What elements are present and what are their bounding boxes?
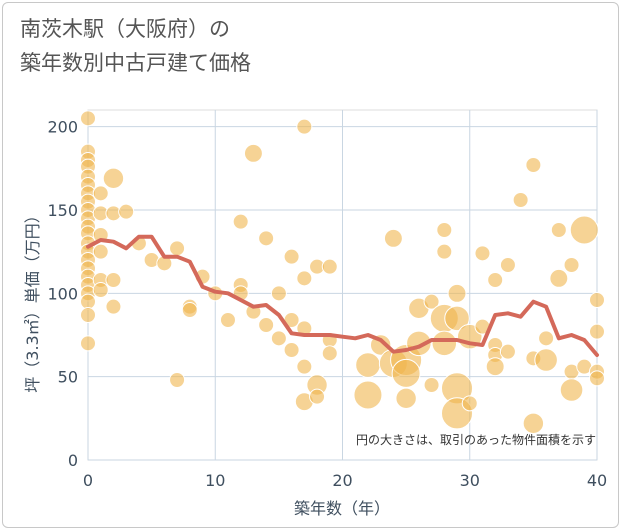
bubble-point — [522, 412, 545, 435]
bubble-point — [423, 377, 440, 393]
bubble-point — [512, 192, 529, 208]
bubble-point — [447, 283, 467, 303]
bubble-point — [499, 257, 516, 273]
bubble-point — [487, 272, 504, 288]
bubble-point — [549, 268, 569, 288]
bubble-point — [105, 272, 122, 288]
bubble-point — [589, 292, 605, 308]
y-tick-label: 50 — [58, 368, 78, 387]
bubble-point — [383, 228, 403, 248]
bubble-point — [355, 352, 381, 378]
bubble-point — [559, 378, 584, 402]
bubble-series — [80, 110, 605, 435]
y-tick-label: 150 — [47, 201, 78, 220]
bubble-point — [538, 330, 555, 347]
bubble-point — [80, 307, 96, 323]
grid-lines — [87, 110, 598, 461]
bubble-point — [589, 323, 605, 340]
bubble-point — [395, 387, 417, 410]
bubble-point — [436, 243, 453, 260]
bubble-point — [353, 380, 383, 410]
bubble-point — [321, 345, 338, 362]
y-tick-labels: 0 50 100 150 200 — [47, 118, 78, 470]
bubble-point — [423, 293, 440, 310]
chart-title: 南茨木駅（大阪府）の 築年数別中古戸建て価格 — [20, 12, 580, 80]
bubble-point — [461, 395, 478, 412]
bubble-point — [92, 282, 109, 298]
bubble-point — [569, 215, 599, 245]
bubble-point — [534, 348, 558, 372]
x-tick-label: 10 — [205, 471, 225, 490]
x-tick-label: 20 — [332, 471, 352, 490]
bubble-point — [563, 257, 580, 273]
chart-title-line2: 築年数別中古戸建て価格 — [20, 51, 251, 75]
bubble-point — [525, 157, 542, 173]
y-tick-label: 200 — [47, 118, 78, 137]
bubble-point — [436, 222, 453, 238]
size-annotation: 円の大きさは、取引のあった物件面積を示す — [356, 432, 596, 447]
bubble-point — [102, 167, 125, 190]
average-line-group — [86, 234, 599, 357]
bubble-point — [444, 305, 470, 332]
x-axis-label: 築年数（年） — [294, 499, 390, 518]
bubble-point — [80, 335, 96, 352]
bubble-point — [258, 230, 275, 247]
bubble-point — [92, 185, 109, 202]
bubble-point — [431, 330, 458, 357]
bubble-point — [105, 298, 122, 315]
bubble-point — [270, 330, 287, 347]
bubble-point — [550, 222, 567, 238]
bubble-point — [499, 343, 516, 360]
bubble-point — [118, 203, 135, 220]
bubble-point — [232, 213, 249, 230]
bubble-point — [321, 258, 338, 275]
x-tick-label: 40 — [587, 471, 607, 490]
chart-title-line1: 南茨木駅（大阪府）の — [20, 17, 230, 41]
bubble-point — [296, 358, 313, 375]
bubble-point — [296, 270, 313, 287]
bubble-point — [92, 243, 109, 260]
bubble-point — [243, 143, 263, 163]
y-axis-label: 坪（3.3㎡）単価（万円） — [23, 207, 42, 392]
bubble-point — [270, 285, 287, 302]
bubble-point — [169, 372, 186, 388]
average-price-line — [86, 234, 599, 357]
bubble-point — [296, 118, 313, 135]
bubble-point — [485, 357, 505, 377]
bubble-point — [283, 342, 300, 358]
x-tick-label: 0 — [83, 471, 93, 490]
bubble-point — [474, 245, 491, 262]
bubble-point — [589, 370, 605, 387]
bubble-point — [391, 358, 421, 388]
bubble-point — [181, 302, 198, 318]
bubble-point — [219, 312, 236, 328]
bubble-point — [80, 293, 96, 310]
y-tick-label: 0 — [68, 451, 78, 470]
bubble-point — [169, 240, 186, 257]
bubble-point — [309, 388, 326, 405]
bubble-point — [80, 110, 96, 127]
x-tick-labels: 0 10 20 30 40 — [83, 471, 607, 490]
x-tick-label: 30 — [460, 471, 480, 490]
bubble-point — [258, 317, 275, 333]
bubble-point — [283, 248, 300, 265]
y-tick-label: 100 — [47, 284, 78, 303]
